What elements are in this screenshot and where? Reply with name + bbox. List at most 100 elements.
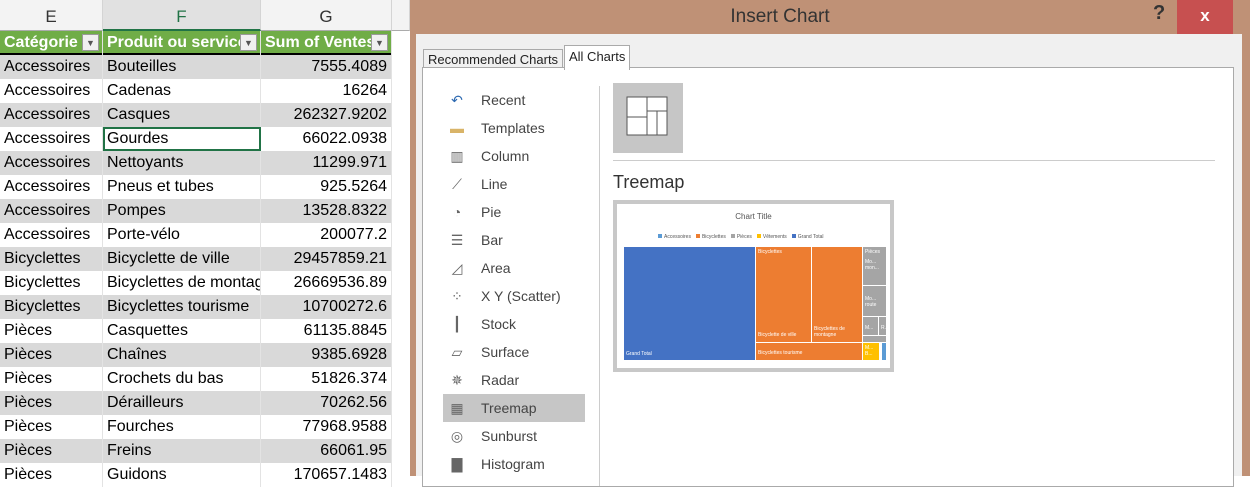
column-icon: ▥ xyxy=(450,148,464,164)
cell-product[interactable]: Chaînes xyxy=(103,343,261,367)
cell-product[interactable]: Bouteilles xyxy=(103,55,261,79)
cell-sum[interactable]: 61135.8845 xyxy=(261,319,392,343)
chart-type-pie[interactable]: ◔ Pie xyxy=(443,198,585,226)
cell-category[interactable]: Accessoires xyxy=(0,55,103,79)
bar-icon: ☰ xyxy=(450,232,464,248)
filter-dropdown-icon[interactable]: ▼ xyxy=(371,34,388,51)
chart-type-line[interactable]: ⟋ Line xyxy=(443,170,585,198)
cell-product[interactable]: Pompes xyxy=(103,199,261,223)
chart-type-recent[interactable]: ↶ Recent xyxy=(443,86,585,114)
chart-type-stock[interactable]: ┃ Stock xyxy=(443,310,585,338)
table-row: Accessoires Casques 262327.9202 xyxy=(0,103,392,127)
chart-type-label: Treemap xyxy=(481,400,537,416)
chart-type-label: Bar xyxy=(481,232,503,248)
cell-product[interactable]: Pneus et tubes xyxy=(103,175,261,199)
chart-type-surface[interactable]: ▱ Surface xyxy=(443,338,585,366)
close-button[interactable]: x xyxy=(1177,0,1233,34)
dialog-title: Insert Chart xyxy=(730,6,830,27)
column-header-h[interactable] xyxy=(392,0,410,31)
cell-sum[interactable]: 77968.9588 xyxy=(261,415,392,439)
cell-category[interactable]: Pièces xyxy=(0,463,103,487)
cell-category[interactable]: Bicyclettes xyxy=(0,295,103,319)
cell-sum[interactable]: 7555.4089 xyxy=(261,55,392,79)
cell-sum[interactable]: 170657.1483 xyxy=(261,463,392,487)
chart-type-templates[interactable]: ▬ Templates xyxy=(443,114,585,142)
chart-type-x-y-scatter-[interactable]: ⁘ X Y (Scatter) xyxy=(443,282,585,310)
cell-category[interactable]: Bicyclettes xyxy=(0,247,103,271)
cell-category[interactable]: Accessoires xyxy=(0,199,103,223)
column-header-f[interactable]: F xyxy=(103,0,261,31)
treemap-subtype-thumbnail[interactable] xyxy=(613,83,683,153)
cell-sum[interactable]: 16264 xyxy=(261,79,392,103)
filter-dropdown-icon[interactable]: ▼ xyxy=(240,34,257,51)
cell-category[interactable]: Pièces xyxy=(0,439,103,463)
cell-sum[interactable]: 26669536.89 xyxy=(261,271,392,295)
cell-category[interactable]: Pièces xyxy=(0,319,103,343)
cell-category[interactable]: Pièces xyxy=(0,391,103,415)
chart-preview[interactable]: Chart Title Accessoires Bicyclettes Pièces… xyxy=(613,200,894,372)
cell-category[interactable]: Pièces xyxy=(0,415,103,439)
column-header-g[interactable]: G xyxy=(261,0,392,31)
cell-category[interactable]: Accessoires xyxy=(0,103,103,127)
chart-type-bar[interactable]: ☰ Bar xyxy=(443,226,585,254)
cell-product[interactable]: Fourches xyxy=(103,415,261,439)
cell-category[interactable]: Accessoires xyxy=(0,79,103,103)
chart-type-treemap[interactable]: ▦ Treemap xyxy=(443,394,585,422)
cell-product[interactable]: Porte-vélo xyxy=(103,223,261,247)
cell-category[interactable]: Accessoires xyxy=(0,151,103,175)
legend-entry: Vêtements xyxy=(762,234,787,240)
cell-product[interactable]: Cadenas xyxy=(103,79,261,103)
cell-product[interactable]: Bicyclettes tourisme xyxy=(103,295,261,319)
cell-category[interactable]: Pièces xyxy=(0,343,103,367)
cell-product[interactable]: Nettoyants xyxy=(103,151,261,175)
chart-type-radar[interactable]: ✵ Radar xyxy=(443,366,585,394)
cell-category[interactable]: Accessoires xyxy=(0,175,103,199)
cell-sum[interactable]: 13528.8322 xyxy=(261,199,392,223)
cell-category[interactable]: Pièces xyxy=(0,367,103,391)
chart-type-sunburst[interactable]: ◎ Sunburst xyxy=(443,422,585,450)
chart-type-area[interactable]: ◿ Area xyxy=(443,254,585,282)
table-row: Accessoires Pneus et tubes 925.5264 xyxy=(0,175,392,199)
column-header-e[interactable]: E xyxy=(0,0,103,31)
cell-product[interactable]: Casquettes xyxy=(103,319,261,343)
cell-product[interactable]: Crochets du bas xyxy=(103,367,261,391)
table-row: Pièces Fourches 77968.9588 xyxy=(0,415,392,439)
stock-icon: ┃ xyxy=(452,316,462,332)
cell-product[interactable]: Bicyclette de ville xyxy=(103,247,261,271)
cell-sum[interactable]: 10700272.6 xyxy=(261,295,392,319)
cell-sum[interactable]: 70262.56 xyxy=(261,391,392,415)
chart-type-label: Radar xyxy=(481,372,520,388)
help-button[interactable]: ? xyxy=(1153,2,1166,24)
cell-sum[interactable]: 925.5264 xyxy=(261,175,392,199)
preview-legend: Accessoires Bicyclettes Pièces Vêtements Gra… xyxy=(653,234,824,240)
cell-category[interactable]: Accessoires xyxy=(0,127,103,151)
cell-sum[interactable]: 200077.2 xyxy=(261,223,392,247)
tab-recommended-charts[interactable]: Recommended Charts xyxy=(423,49,564,69)
cell-sum[interactable]: 9385.6928 xyxy=(261,343,392,367)
filter-dropdown-icon[interactable]: ▼ xyxy=(82,34,99,51)
cell-sum[interactable]: 51826.374 xyxy=(261,367,392,391)
cell-sum[interactable]: 262327.9202 xyxy=(261,103,392,127)
cell-product[interactable]: Bicyclettes de montagne xyxy=(103,271,261,295)
legend-swatch xyxy=(658,234,662,238)
cell-sum[interactable]: 66022.0938 xyxy=(261,127,392,151)
chart-type-label: Sunburst xyxy=(481,428,538,444)
cell-product[interactable]: Guidons xyxy=(103,463,261,487)
cell-product[interactable]: Casques xyxy=(103,103,261,127)
cell-product[interactable]: Dérailleurs xyxy=(103,391,261,415)
chart-type-label: Templates xyxy=(481,120,545,136)
cell-product[interactable]: Gourdes xyxy=(103,127,261,151)
cell-sum[interactable]: 66061.95 xyxy=(261,439,392,463)
cell-sum[interactable]: 29457859.21 xyxy=(261,247,392,271)
table-row: Bicyclettes Bicyclette de ville 29457859.2… xyxy=(0,247,392,271)
table-header-row: Catégorie ▼ Produit ou service ▼ Sum of Ve… xyxy=(0,31,392,55)
treemap-bicyclettes-tourisme: Bicyclettes tourisme xyxy=(756,343,863,361)
chart-type-column[interactable]: ▥ Column xyxy=(443,142,585,170)
chart-type-histogram[interactable]: ▇ Histogram xyxy=(443,450,585,478)
cell-category[interactable]: Bicyclettes xyxy=(0,271,103,295)
header-product: Produit ou service ▼ xyxy=(103,31,261,55)
cell-product[interactable]: Freins xyxy=(103,439,261,463)
cell-category[interactable]: Accessoires xyxy=(0,223,103,247)
cell-sum[interactable]: 11299.971 xyxy=(261,151,392,175)
tab-all-charts[interactable]: All Charts xyxy=(564,45,631,70)
